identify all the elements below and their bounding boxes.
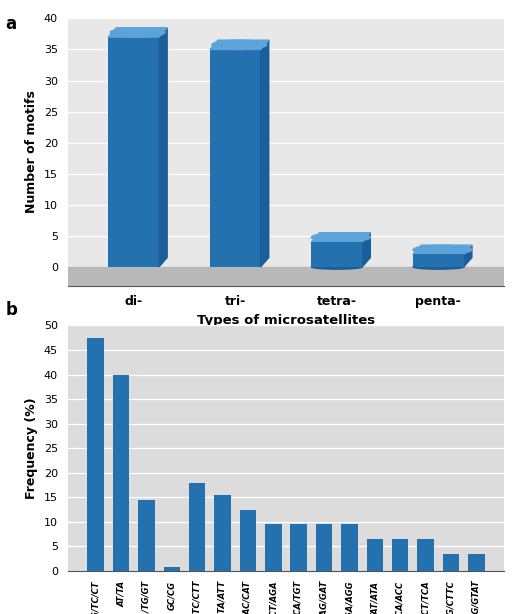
Bar — [138, 500, 154, 571]
Ellipse shape — [413, 265, 464, 269]
Polygon shape — [210, 40, 269, 50]
Polygon shape — [362, 233, 370, 267]
Bar — [316, 524, 332, 571]
Bar — [265, 524, 281, 571]
Y-axis label: Number of motifs: Number of motifs — [25, 90, 38, 214]
Bar — [311, 242, 362, 267]
Ellipse shape — [311, 233, 370, 242]
X-axis label: Types of microsatellites: Types of microsatellites — [197, 314, 375, 327]
Text: a: a — [5, 15, 16, 33]
Bar — [87, 338, 104, 571]
Bar — [108, 37, 159, 267]
Y-axis label: Frequency (%): Frequency (%) — [25, 397, 38, 499]
Polygon shape — [68, 281, 513, 286]
Bar — [113, 375, 129, 571]
Bar — [367, 539, 383, 571]
Ellipse shape — [311, 265, 362, 269]
Bar — [189, 483, 205, 571]
Text: b: b — [5, 301, 17, 319]
Bar — [311, 242, 362, 267]
Ellipse shape — [212, 40, 267, 50]
Bar — [214, 495, 231, 571]
Ellipse shape — [110, 28, 165, 37]
Bar — [341, 524, 358, 571]
Bar — [210, 50, 261, 267]
Bar — [443, 554, 459, 571]
Polygon shape — [68, 267, 504, 286]
Bar — [413, 254, 464, 267]
Bar — [291, 524, 307, 571]
Polygon shape — [159, 28, 167, 267]
Polygon shape — [464, 245, 472, 267]
Polygon shape — [311, 233, 370, 242]
Bar — [240, 510, 256, 571]
Ellipse shape — [413, 245, 472, 254]
Bar — [164, 567, 180, 571]
Polygon shape — [413, 245, 472, 254]
Polygon shape — [108, 28, 167, 37]
Bar — [468, 554, 485, 571]
Bar — [392, 539, 408, 571]
Bar — [413, 254, 464, 267]
Bar — [418, 539, 434, 571]
Polygon shape — [261, 40, 269, 267]
